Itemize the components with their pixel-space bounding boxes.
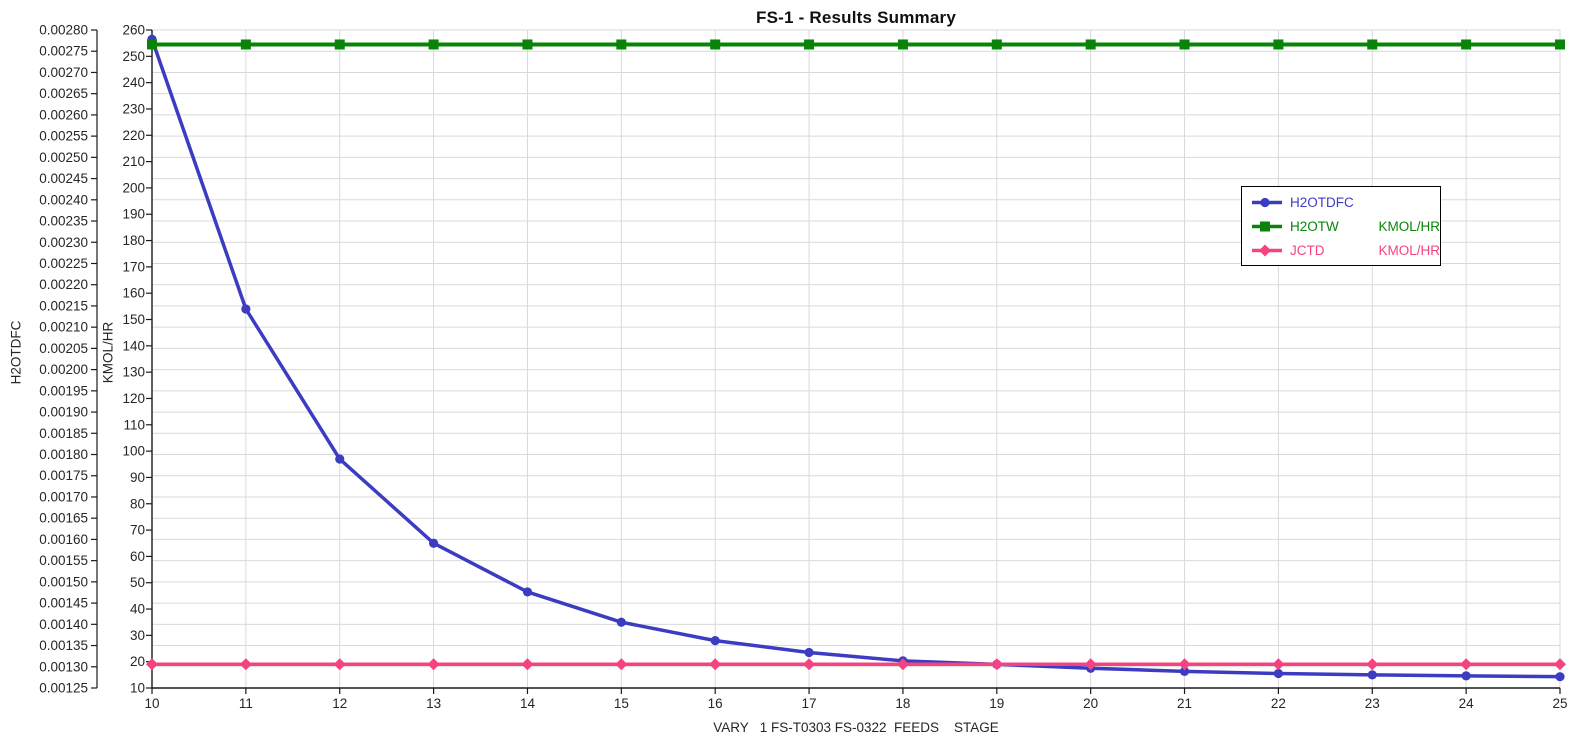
svg-text:0.00245: 0.00245 xyxy=(39,171,88,186)
legend-item-jctd: JCTD KMOL/HR xyxy=(1251,243,1440,258)
svg-text:0.00205: 0.00205 xyxy=(39,341,88,356)
svg-text:0.00215: 0.00215 xyxy=(39,298,88,313)
svg-text:15: 15 xyxy=(614,696,629,711)
svg-text:12: 12 xyxy=(332,696,347,711)
legend-unit: KMOL/HR xyxy=(1378,242,1440,258)
svg-text:170: 170 xyxy=(122,259,145,274)
svg-text:13: 13 xyxy=(426,696,441,711)
legend-marker-square-icon xyxy=(1252,221,1282,231)
svg-text:0.00250: 0.00250 xyxy=(39,150,88,165)
svg-text:70: 70 xyxy=(130,523,145,538)
svg-text:150: 150 xyxy=(122,312,145,327)
legend-marker-circle-icon xyxy=(1252,197,1282,207)
svg-text:18: 18 xyxy=(895,696,910,711)
svg-text:230: 230 xyxy=(122,101,145,116)
svg-text:10: 10 xyxy=(144,696,159,711)
svg-text:0.00170: 0.00170 xyxy=(39,489,88,504)
svg-text:0.00270: 0.00270 xyxy=(39,65,88,80)
svg-text:0.00265: 0.00265 xyxy=(39,86,88,101)
svg-text:160: 160 xyxy=(122,286,145,301)
svg-text:120: 120 xyxy=(122,391,145,406)
legend-label: JCTD xyxy=(1290,242,1325,258)
svg-text:0.00225: 0.00225 xyxy=(39,256,88,271)
svg-text:21: 21 xyxy=(1177,696,1192,711)
svg-text:0.00135: 0.00135 xyxy=(39,638,88,653)
svg-text:200: 200 xyxy=(122,180,145,195)
svg-text:0.00180: 0.00180 xyxy=(39,447,88,462)
legend-marker-diamond-icon xyxy=(1252,244,1282,256)
svg-text:0.00160: 0.00160 xyxy=(39,532,88,547)
svg-text:60: 60 xyxy=(130,549,145,564)
legend-label: H2OTW xyxy=(1290,218,1339,234)
series-h2otdfc xyxy=(147,34,1565,682)
svg-text:0.00275: 0.00275 xyxy=(39,44,88,59)
svg-text:250: 250 xyxy=(122,49,145,64)
svg-text:24: 24 xyxy=(1459,696,1475,711)
svg-text:240: 240 xyxy=(122,75,145,90)
svg-text:0.00210: 0.00210 xyxy=(39,320,88,335)
svg-text:0.00130: 0.00130 xyxy=(39,659,88,674)
svg-text:20: 20 xyxy=(130,654,145,669)
svg-text:30: 30 xyxy=(130,628,145,643)
axis-layer: 0.00280 0.00275 0.00270 0.00265 0.00260 0.002… xyxy=(39,23,1567,712)
svg-text:0.00140: 0.00140 xyxy=(39,617,88,632)
svg-text:0.00200: 0.00200 xyxy=(39,362,88,377)
svg-text:0.00145: 0.00145 xyxy=(39,596,88,611)
svg-text:180: 180 xyxy=(122,233,145,248)
svg-text:19: 19 xyxy=(989,696,1004,711)
svg-text:0.00280: 0.00280 xyxy=(39,23,88,38)
svg-text:0.00165: 0.00165 xyxy=(39,511,88,526)
legend-unit: KMOL/HR xyxy=(1378,218,1440,234)
svg-text:11: 11 xyxy=(239,696,253,711)
svg-text:80: 80 xyxy=(130,496,145,511)
svg-text:0.00175: 0.00175 xyxy=(39,468,88,483)
x-axis-title: VARY 1 FS-T0303 FS-0322 FEEDS STAGE xyxy=(713,720,999,735)
svg-text:16: 16 xyxy=(708,696,723,711)
legend-label: H2OTDFC xyxy=(1290,194,1354,210)
svg-text:140: 140 xyxy=(122,338,145,353)
chart-title: FS-1 - Results Summary xyxy=(756,8,956,27)
svg-text:0.00260: 0.00260 xyxy=(39,107,88,122)
svg-text:210: 210 xyxy=(122,154,145,169)
svg-text:260: 260 xyxy=(122,23,145,38)
svg-text:0.00155: 0.00155 xyxy=(39,553,88,568)
svg-text:17: 17 xyxy=(802,696,817,711)
svg-text:50: 50 xyxy=(130,575,145,590)
svg-text:0.00125: 0.00125 xyxy=(39,681,88,696)
svg-text:130: 130 xyxy=(122,365,145,380)
svg-text:0.00190: 0.00190 xyxy=(39,405,88,420)
svg-text:0.00195: 0.00195 xyxy=(39,383,88,398)
svg-text:0.00185: 0.00185 xyxy=(39,426,88,441)
series-jctd xyxy=(146,658,1566,671)
svg-text:23: 23 xyxy=(1365,696,1380,711)
svg-text:0.00235: 0.00235 xyxy=(39,214,88,229)
svg-text:0.00220: 0.00220 xyxy=(39,277,88,292)
svg-text:0.00240: 0.00240 xyxy=(39,192,88,207)
svg-text:40: 40 xyxy=(130,602,145,617)
svg-text:25: 25 xyxy=(1552,696,1567,711)
svg-text:0.00150: 0.00150 xyxy=(39,574,88,589)
series-h2otw xyxy=(147,39,1565,50)
svg-text:0.00230: 0.00230 xyxy=(39,235,88,250)
svg-text:0.00255: 0.00255 xyxy=(39,129,88,144)
svg-text:22: 22 xyxy=(1271,696,1286,711)
svg-text:20: 20 xyxy=(1083,696,1098,711)
grid-layer xyxy=(152,29,1561,688)
svg-text:14: 14 xyxy=(520,696,536,711)
legend-item-h2otdfc: H2OTDFC xyxy=(1251,195,1440,210)
chart-legend: H2OTDFC H2OTW KMOL/HR JCTD KMOL/HR xyxy=(1241,186,1441,266)
svg-text:10: 10 xyxy=(130,681,145,696)
svg-text:220: 220 xyxy=(122,128,145,143)
svg-text:190: 190 xyxy=(122,207,145,222)
svg-text:90: 90 xyxy=(130,470,145,485)
legend-item-h2otw: H2OTW KMOL/HR xyxy=(1251,219,1440,234)
svg-text:100: 100 xyxy=(122,444,145,459)
svg-text:110: 110 xyxy=(123,417,145,432)
